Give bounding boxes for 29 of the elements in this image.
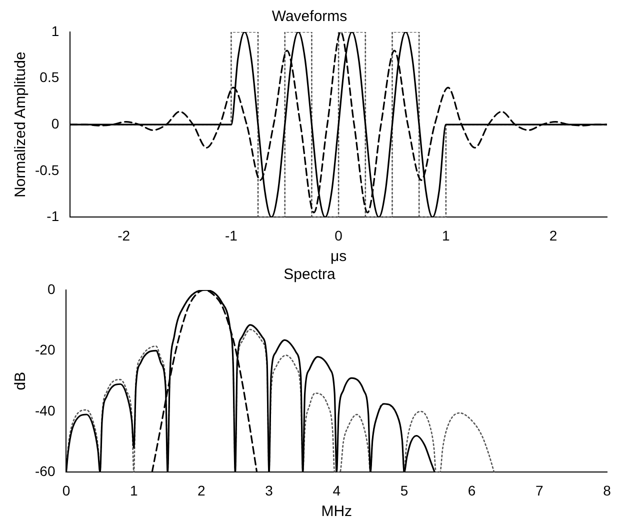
y-tick-label: 1 bbox=[51, 22, 60, 39]
y-tick-label: -60 bbox=[35, 463, 56, 480]
x-tick-label: 4 bbox=[332, 482, 341, 498]
x-tick-label: 1 bbox=[442, 227, 450, 244]
chart-title: Spectra bbox=[284, 266, 336, 284]
x-tick-label: 0 bbox=[334, 227, 343, 244]
x-tick-label: -1 bbox=[224, 227, 238, 244]
y-tick-label: -1 bbox=[46, 208, 60, 224]
y-axis-title: Normalized Amplitude bbox=[12, 52, 30, 198]
y-tick-label: -0.5 bbox=[35, 162, 60, 178]
x-tick-label: 8 bbox=[603, 482, 612, 498]
x-tick-label: 3 bbox=[265, 482, 274, 498]
x-axis-title: MHz bbox=[321, 503, 352, 520]
y-tick-label: 0 bbox=[47, 280, 56, 297]
x-tick-label: 2 bbox=[198, 482, 206, 498]
y-tick-label: -40 bbox=[35, 402, 56, 418]
x-tick-label: -2 bbox=[118, 227, 130, 244]
y-axis-title: dB bbox=[12, 372, 30, 390]
x-tick-label: 2 bbox=[549, 227, 558, 244]
y-tick-label: 0.5 bbox=[40, 69, 60, 86]
y-tick-label: 0 bbox=[51, 115, 60, 132]
x-tick-label: 6 bbox=[468, 482, 476, 498]
x-axis-title: μs bbox=[330, 248, 347, 266]
x-tick-label: 5 bbox=[400, 482, 408, 498]
x-tick-label: 1 bbox=[130, 482, 138, 498]
x-tick-label: 0 bbox=[62, 482, 70, 498]
x-tick-label: 7 bbox=[536, 482, 544, 498]
chart-title: Waveforms bbox=[272, 8, 348, 26]
y-tick-label: -20 bbox=[35, 342, 56, 358]
